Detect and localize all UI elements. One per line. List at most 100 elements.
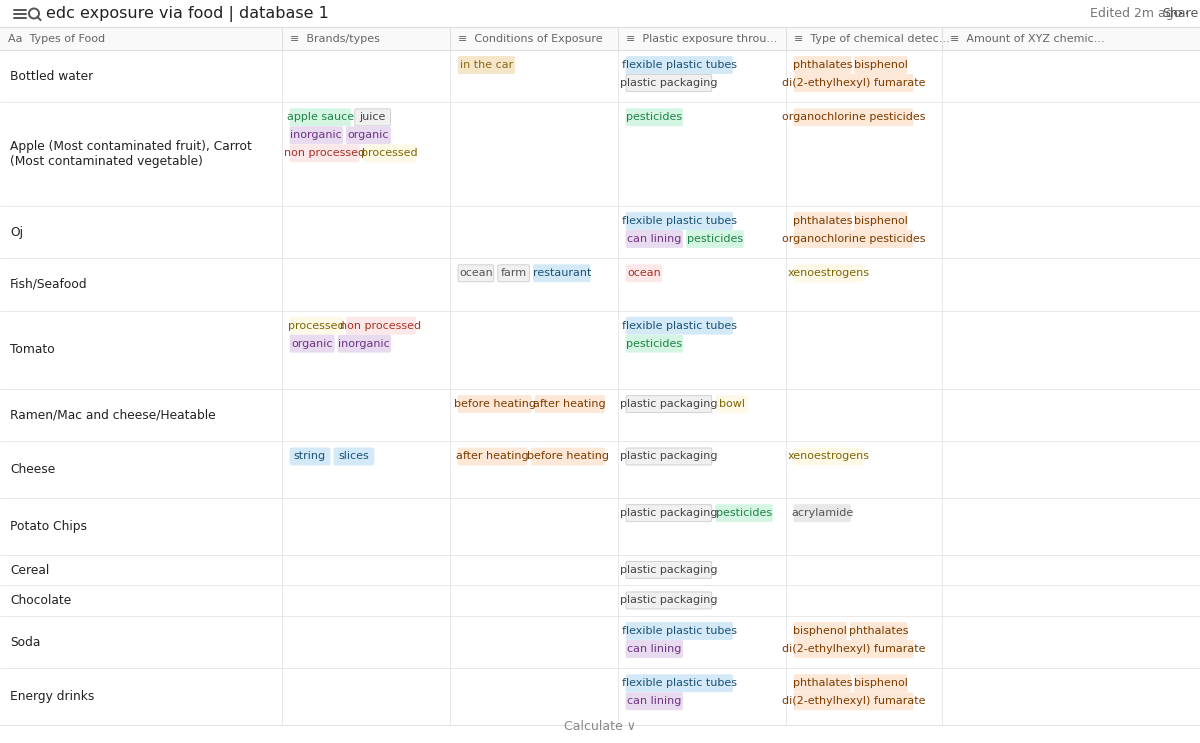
Text: flexible plastic tubes: flexible plastic tubes xyxy=(622,321,737,331)
Text: flexible plastic tubes: flexible plastic tubes xyxy=(622,678,737,688)
Text: string: string xyxy=(294,452,326,461)
Text: can lining: can lining xyxy=(628,644,682,654)
Text: Potato Chips: Potato Chips xyxy=(10,520,88,533)
Text: restaurant: restaurant xyxy=(533,268,590,279)
Text: Energy drinks: Energy drinks xyxy=(10,690,95,703)
Text: pesticides: pesticides xyxy=(626,339,683,348)
FancyBboxPatch shape xyxy=(626,448,712,465)
FancyBboxPatch shape xyxy=(854,56,907,74)
Text: bisphenol: bisphenol xyxy=(793,626,847,636)
Text: non processed: non processed xyxy=(341,321,421,331)
FancyBboxPatch shape xyxy=(794,56,851,74)
FancyBboxPatch shape xyxy=(626,335,683,352)
FancyBboxPatch shape xyxy=(715,395,748,412)
Text: can lining: can lining xyxy=(628,234,682,244)
FancyBboxPatch shape xyxy=(851,623,907,640)
FancyBboxPatch shape xyxy=(794,692,913,710)
Text: di(2-ethylhexyl) fumarate: di(2-ethylhexyl) fumarate xyxy=(781,696,925,707)
FancyBboxPatch shape xyxy=(347,317,415,334)
Text: bisphenol: bisphenol xyxy=(854,60,907,70)
FancyBboxPatch shape xyxy=(794,212,851,230)
FancyBboxPatch shape xyxy=(854,212,907,230)
Text: Oj: Oj xyxy=(10,226,23,239)
Text: flexible plastic tubes: flexible plastic tubes xyxy=(622,216,737,226)
Text: Aa  Types of Food: Aa Types of Food xyxy=(8,33,106,44)
Text: ≡  Amount of XYZ chemic...: ≡ Amount of XYZ chemic... xyxy=(950,33,1105,44)
Text: di(2-ethylhexyl) fumarate: di(2-ethylhexyl) fumarate xyxy=(781,78,925,88)
FancyBboxPatch shape xyxy=(458,395,532,412)
FancyBboxPatch shape xyxy=(794,230,913,247)
Text: phthalates: phthalates xyxy=(792,60,852,70)
Text: Calculate ∨: Calculate ∨ xyxy=(564,719,636,733)
Text: Fish/Seafood: Fish/Seafood xyxy=(10,278,88,291)
Text: edc exposure via food | database 1: edc exposure via food | database 1 xyxy=(46,5,329,22)
FancyBboxPatch shape xyxy=(626,74,712,91)
FancyBboxPatch shape xyxy=(794,74,913,91)
FancyBboxPatch shape xyxy=(290,335,334,352)
FancyBboxPatch shape xyxy=(458,448,527,465)
Text: bisphenol: bisphenol xyxy=(854,678,907,688)
Text: ⋯: ⋯ xyxy=(1172,4,1190,22)
FancyBboxPatch shape xyxy=(686,230,743,247)
Text: can lining: can lining xyxy=(628,696,682,707)
FancyBboxPatch shape xyxy=(290,448,330,465)
Text: plastic packaging: plastic packaging xyxy=(620,508,718,518)
Text: before heating: before heating xyxy=(527,452,608,461)
Text: in the car: in the car xyxy=(460,60,512,70)
Text: bisphenol: bisphenol xyxy=(854,216,907,226)
Text: ≡  Brands/types: ≡ Brands/types xyxy=(290,33,380,44)
Text: processed: processed xyxy=(288,321,344,331)
FancyBboxPatch shape xyxy=(626,230,683,247)
FancyBboxPatch shape xyxy=(626,108,683,126)
FancyBboxPatch shape xyxy=(626,592,712,609)
FancyBboxPatch shape xyxy=(498,265,529,282)
Text: acrylamide: acrylamide xyxy=(791,508,853,518)
Text: Apple (Most contaminated fruit), Carrot
(Most contaminated vegetable): Apple (Most contaminated fruit), Carrot … xyxy=(10,140,252,168)
FancyBboxPatch shape xyxy=(626,265,662,282)
Text: phthalates: phthalates xyxy=(792,678,852,688)
Text: inorganic: inorganic xyxy=(338,339,390,348)
Text: Chocolate: Chocolate xyxy=(10,594,71,607)
Text: plastic packaging: plastic packaging xyxy=(620,399,718,409)
Text: organic: organic xyxy=(292,339,332,348)
Text: Soda: Soda xyxy=(10,635,41,649)
FancyBboxPatch shape xyxy=(290,145,359,162)
FancyBboxPatch shape xyxy=(854,675,907,692)
Text: Ramen/Mac and cheese/Heatable: Ramen/Mac and cheese/Heatable xyxy=(10,409,216,422)
FancyBboxPatch shape xyxy=(794,504,851,522)
Text: xenoestrogens: xenoestrogens xyxy=(787,268,870,279)
Text: pesticides: pesticides xyxy=(716,508,772,518)
FancyBboxPatch shape xyxy=(794,675,851,692)
FancyBboxPatch shape xyxy=(715,504,773,522)
Text: xenoestrogens: xenoestrogens xyxy=(787,452,870,461)
FancyBboxPatch shape xyxy=(458,265,494,282)
Text: non processed: non processed xyxy=(284,149,365,158)
Text: organic: organic xyxy=(348,130,389,140)
Text: after heating: after heating xyxy=(456,452,529,461)
Text: phthalates: phthalates xyxy=(848,626,908,636)
Text: processed: processed xyxy=(361,149,418,158)
Text: flexible plastic tubes: flexible plastic tubes xyxy=(622,626,737,636)
FancyBboxPatch shape xyxy=(334,448,374,465)
Text: ocean: ocean xyxy=(628,268,661,279)
Text: plastic packaging: plastic packaging xyxy=(620,452,718,461)
Text: bowl: bowl xyxy=(719,399,744,409)
FancyBboxPatch shape xyxy=(794,265,863,282)
Text: Bottled water: Bottled water xyxy=(10,70,94,82)
Text: di(2-ethylhexyl) fumarate: di(2-ethylhexyl) fumarate xyxy=(781,644,925,654)
FancyBboxPatch shape xyxy=(535,395,605,412)
FancyBboxPatch shape xyxy=(290,108,350,126)
Text: juice: juice xyxy=(360,112,386,123)
Text: Cereal: Cereal xyxy=(10,564,49,577)
Text: after heating: after heating xyxy=(534,399,606,409)
FancyBboxPatch shape xyxy=(794,108,913,126)
FancyBboxPatch shape xyxy=(364,145,415,162)
FancyBboxPatch shape xyxy=(347,127,390,144)
Text: farm: farm xyxy=(500,268,527,279)
FancyBboxPatch shape xyxy=(626,640,683,658)
FancyBboxPatch shape xyxy=(534,265,590,282)
FancyBboxPatch shape xyxy=(626,675,732,692)
FancyBboxPatch shape xyxy=(290,317,342,334)
Text: pesticides: pesticides xyxy=(626,112,683,123)
Text: ≡  Plastic exposure throu...: ≡ Plastic exposure throu... xyxy=(626,33,778,44)
